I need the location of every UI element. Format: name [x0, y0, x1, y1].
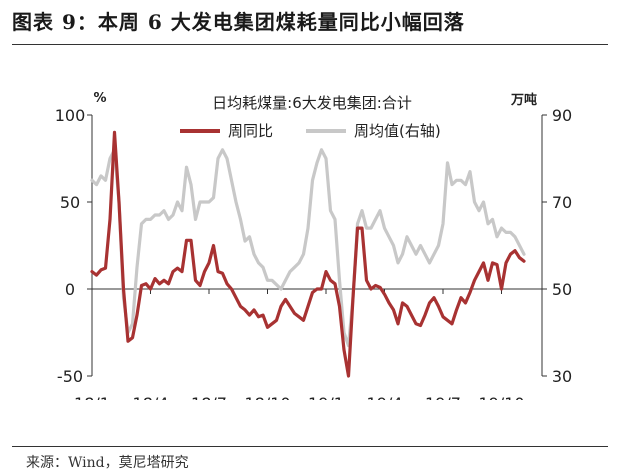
x-tick-label: 18/7	[191, 394, 227, 400]
x-tick-label: 18/4	[133, 394, 169, 400]
right-tick-label: 70	[552, 193, 572, 212]
left-tick-label: 0	[65, 280, 75, 299]
source-note: 来源：Wind，莫尼塔研究	[26, 455, 189, 471]
right-tick-label: 30	[552, 367, 572, 386]
legend-label-yoy: 周同比	[228, 122, 273, 140]
right-tick-label: 50	[552, 280, 572, 299]
series-lines	[90, 130, 526, 378]
chart-title: 日均耗煤量:6大发电集团:合计	[212, 94, 412, 112]
coal-consumption-chart: -50 0 50 100 30 50 70 90 18/1 18/4 18/7 18/10 19/1 19…	[55, 91, 572, 400]
legend: 日均耗煤量:6大发电集团:合计 周同比 周均值(右轴)	[180, 94, 441, 140]
legend-label-avg: 周均值(右轴)	[354, 122, 441, 140]
series-line-yoy	[90, 130, 526, 378]
x-tick-label: 19/10	[478, 394, 524, 400]
x-tick-label: 19/4	[367, 394, 403, 400]
source-rule	[12, 446, 608, 447]
left-tick-label: -50	[57, 367, 83, 386]
series-line-weekly-avg	[90, 148, 526, 348]
x-tick-label: 18/1	[74, 394, 110, 400]
title-rule	[12, 44, 608, 45]
right-tick-label: 90	[552, 106, 572, 125]
axes: -50 0 50 100 30 50 70 90 18/1 18/4 18/7 18/10 19/1 19…	[55, 106, 572, 400]
left-tick-label: 50	[60, 193, 80, 212]
x-tick-label: 19/1	[308, 394, 344, 400]
left-tick-label: 100	[55, 106, 86, 125]
figure-title: 图表 9：本周 6 大发电集团煤耗量同比小幅回落	[12, 10, 465, 34]
left-axis-unit: %	[93, 91, 106, 106]
x-tick-label: 19/7	[425, 394, 461, 400]
x-tick-label: 18/10	[244, 394, 290, 400]
right-axis-unit: 万吨	[510, 92, 537, 108]
